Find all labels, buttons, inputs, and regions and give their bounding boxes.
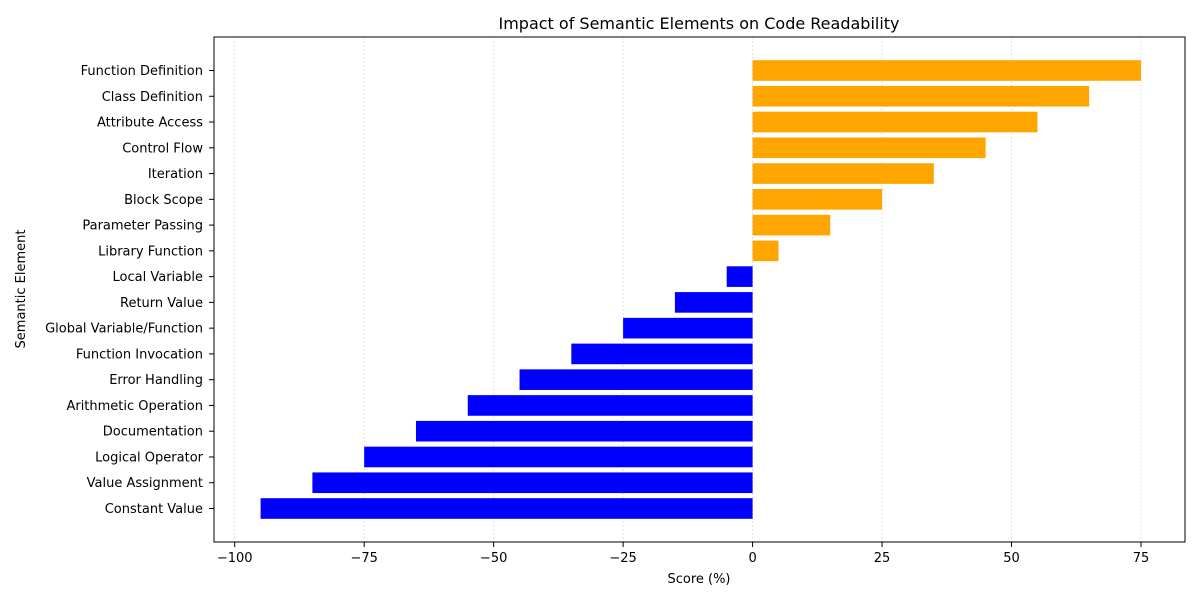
bar-parameter-passing [752,214,831,236]
y-tick-label: Value Assignment [87,476,203,491]
y-tick-label: Documentation [103,425,203,440]
bar-logical-operator [364,446,753,468]
bar-function-definition [752,60,1141,81]
x-tick-label: −50 [480,551,507,566]
y-tick-label: Global Variable/Function [45,322,203,337]
x-tick-label: 50 [1003,551,1020,566]
bar-arithmetic-operation [467,395,753,416]
x-tick-label: 75 [1133,551,1150,566]
bar-layer [260,60,1141,519]
y-tick-layer: Function Definition Class Definition Attri… [45,64,214,517]
x-axis-label: Score (%) [667,572,730,587]
x-tick-label: 0 [748,551,756,566]
y-tick-label: Function Definition [81,64,203,79]
bar-block-scope [752,189,883,210]
y-tick-label: Function Invocation [76,347,203,362]
x-tick-label: −100 [217,551,253,566]
plot-frame [213,36,1186,543]
y-tick-label: Return Value [120,296,203,311]
bar-value-assignment [312,472,753,494]
y-tick-label: Iteration [148,167,203,182]
y-tick-label: Local Variable [113,270,203,285]
y-tick-label: Logical Operator [95,450,204,465]
bar-documentation [415,420,753,442]
bar-function-invocation [571,343,753,365]
x-tick-layer: −100 −75 −50 −25 0 25 50 75 [217,542,1149,566]
y-tick-label: Arithmetic Operation [66,399,203,414]
x-tick-label: −25 [609,551,636,566]
y-tick-label: Class Definition [102,90,203,105]
x-tick-label: 25 [874,551,891,566]
bar-error-handling [519,369,753,390]
y-axis-label: Semantic Element [14,230,29,349]
bar-global-variable-function [623,317,753,339]
bar-class-definition [752,85,1090,107]
bar-iteration [752,163,934,184]
y-tick-label: Parameter Passing [82,219,203,234]
y-tick-label: Error Handling [109,373,203,388]
bar-constant-value [260,498,753,519]
bar-control-flow [752,137,986,159]
y-tick-label: Constant Value [105,502,203,517]
bar-attribute-access [752,111,1038,133]
y-tick-label: Block Scope [124,193,203,208]
y-tick-label: Attribute Access [97,116,203,131]
y-tick-label: Library Function [98,244,203,259]
x-tick-label: −75 [350,551,377,566]
chart-title: Impact of Semantic Elements on Code Read… [498,14,899,33]
bar-library-function [752,240,779,262]
bar-local-variable [726,266,753,287]
y-tick-label: Control Flow [122,141,203,156]
bar-return-value [674,292,753,313]
